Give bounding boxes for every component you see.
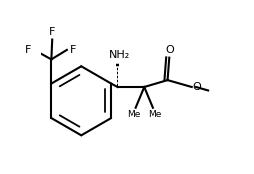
Text: F: F bbox=[25, 45, 31, 55]
Text: O: O bbox=[166, 45, 174, 55]
Text: Me: Me bbox=[148, 110, 161, 119]
Text: F: F bbox=[70, 45, 76, 55]
Text: Me: Me bbox=[127, 110, 141, 119]
Text: F: F bbox=[49, 27, 55, 37]
Text: NH₂: NH₂ bbox=[109, 50, 130, 60]
Text: O: O bbox=[193, 82, 201, 92]
